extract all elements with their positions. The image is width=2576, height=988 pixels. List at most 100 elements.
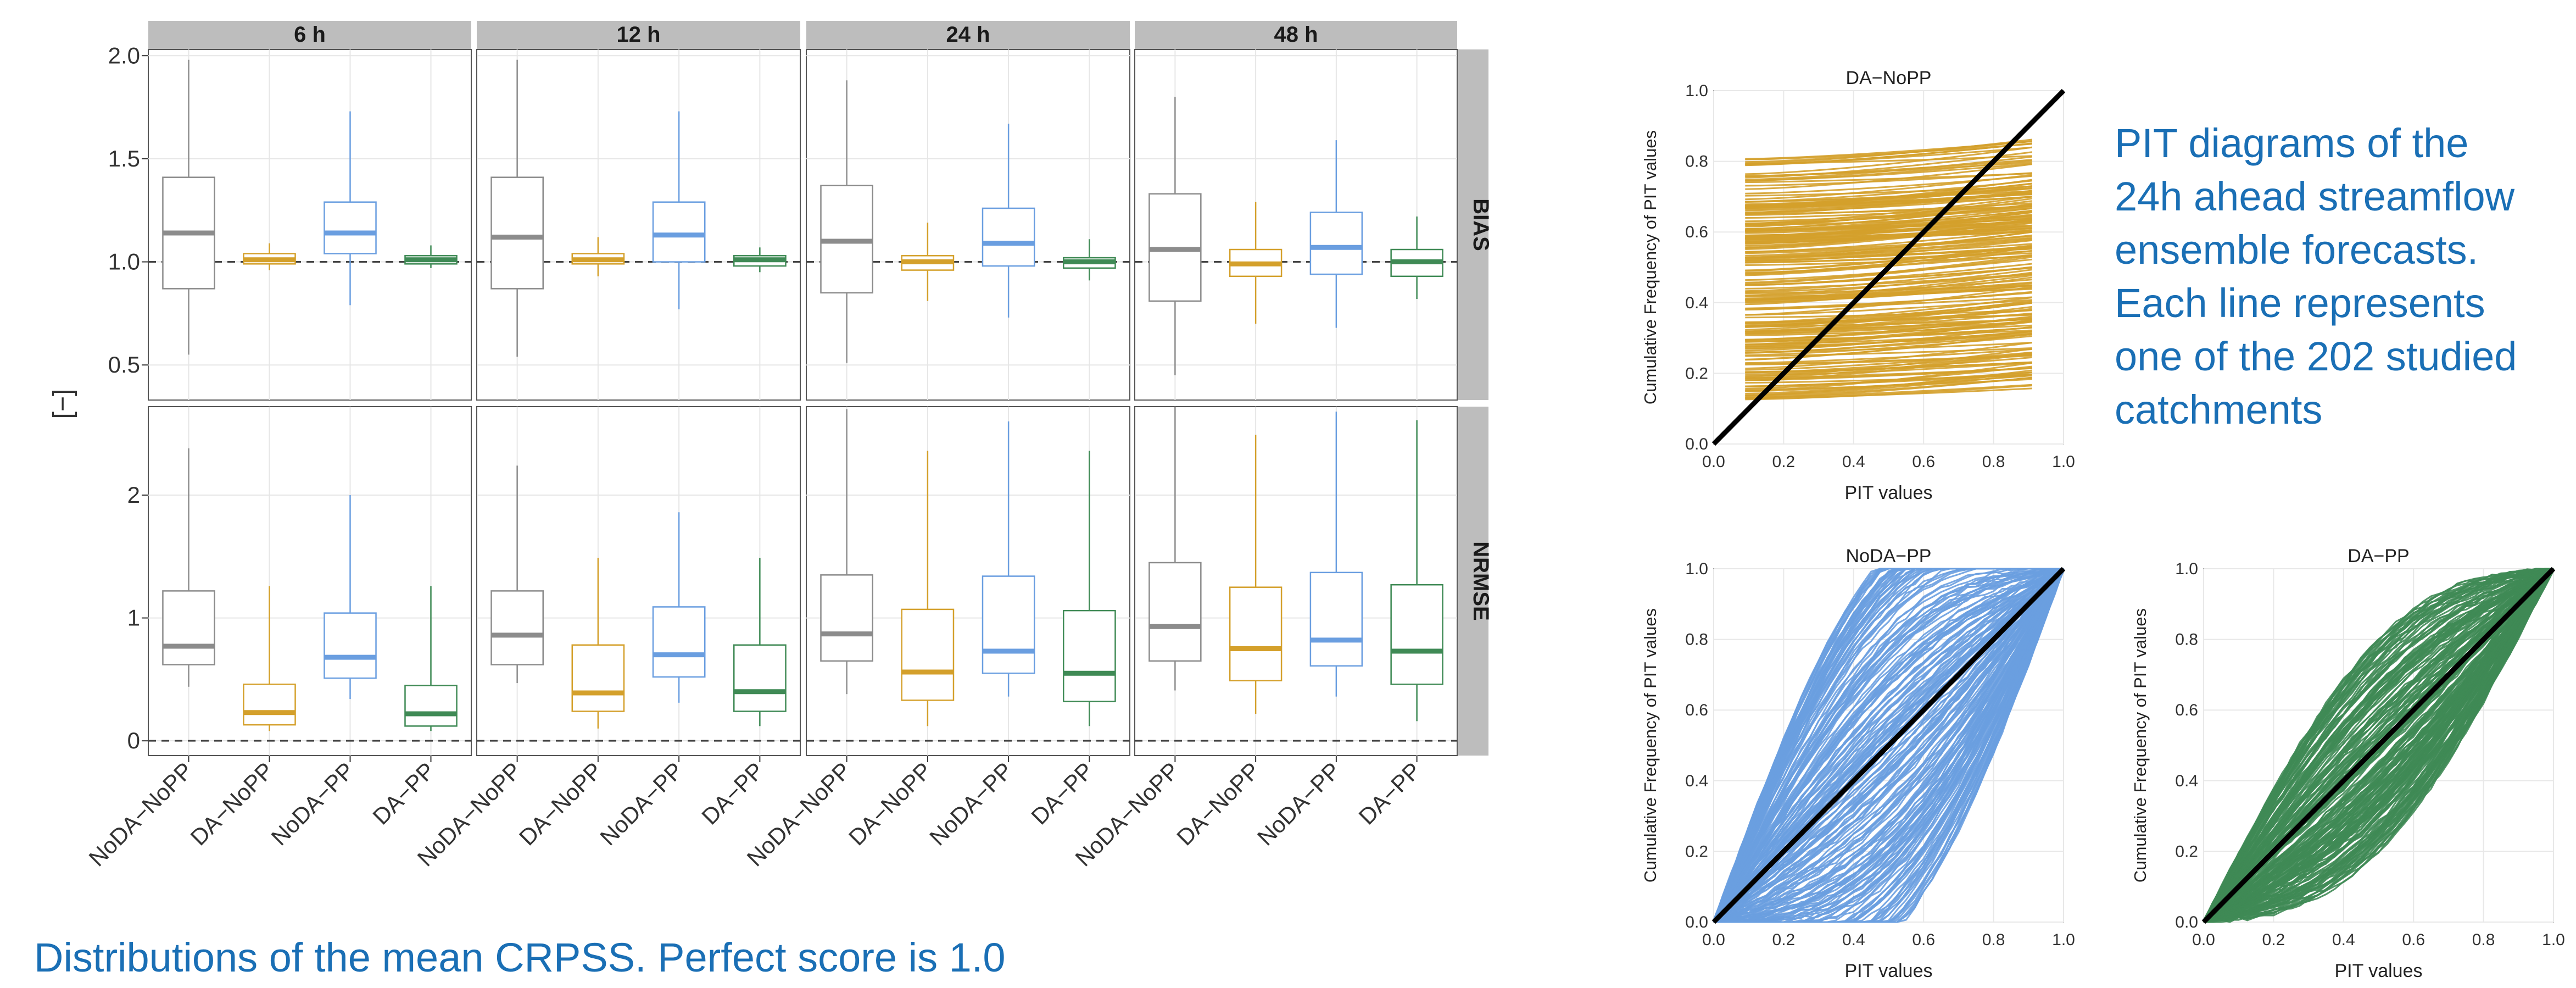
x-tick-label: DA−NoPP bbox=[514, 757, 607, 850]
pit-curve bbox=[1745, 205, 2032, 225]
pit-curve bbox=[2203, 570, 2554, 921]
pit-curve bbox=[2203, 570, 2555, 922]
box-iqr bbox=[982, 575, 1035, 674]
pit-curve bbox=[2203, 569, 2555, 923]
pit-curve bbox=[2203, 569, 2554, 923]
pit-curve bbox=[1745, 215, 2032, 226]
pit-x-tick-label: 1.0 bbox=[2052, 931, 2075, 949]
pit-curve bbox=[1713, 570, 2065, 923]
pit-curve bbox=[1745, 210, 2032, 240]
pit-y-tick-label: 0.8 bbox=[2175, 631, 2198, 649]
pit-curve bbox=[1713, 568, 2064, 922]
box-iqr bbox=[404, 685, 458, 727]
pit-x-tick-label: 0.6 bbox=[1912, 453, 1935, 471]
x-tick-label: DA−PP bbox=[1354, 757, 1426, 829]
pit-x-axis-title: PIT values bbox=[1844, 482, 1932, 503]
box-iqr bbox=[1390, 584, 1443, 685]
pit-y-tick-label: 0.4 bbox=[1685, 294, 1708, 312]
pit-caption-line: Each line represents bbox=[2115, 280, 2485, 326]
pit-curve bbox=[1713, 568, 2064, 923]
pit-curve bbox=[1745, 146, 2032, 175]
pit-curve bbox=[2203, 569, 2554, 923]
pit-curve bbox=[1745, 231, 2032, 242]
box-iqr bbox=[1229, 586, 1283, 681]
box-iqr bbox=[324, 201, 377, 254]
pit-y-tick-label: 0.0 bbox=[2175, 913, 2198, 931]
boxplot-caption: Distributions of the mean CRPSS. Perfect… bbox=[34, 935, 1006, 980]
pit-curve bbox=[1745, 284, 2032, 303]
pit-curves bbox=[1713, 568, 2065, 923]
pit-diagonal bbox=[1711, 88, 2066, 446]
pit-y-tick-label: 0.2 bbox=[2175, 842, 2198, 861]
pit-curve bbox=[1745, 292, 2032, 309]
pit-curve bbox=[2203, 568, 2554, 922]
y-axis-title: [−] bbox=[48, 389, 77, 419]
pit-y-tick-label: 0.2 bbox=[1685, 364, 1708, 382]
x-tick-label: DA−NoPP bbox=[1172, 757, 1264, 850]
pit-curve bbox=[1714, 568, 2065, 923]
pit-curve bbox=[1745, 143, 2032, 160]
pit-curve bbox=[1745, 320, 2032, 335]
facet-row-label: BIAS bbox=[1469, 198, 1493, 251]
x-tick-label: DA−NoPP bbox=[844, 757, 936, 850]
pit-curve bbox=[1745, 347, 2032, 357]
pit-curve bbox=[1713, 568, 2064, 923]
pit-curve bbox=[1713, 569, 2065, 923]
pit-x-tick-label: 0.6 bbox=[1912, 931, 1935, 949]
pit-curve bbox=[1713, 569, 2065, 923]
pit-x-tick-label: 0.8 bbox=[1982, 931, 2005, 949]
pit-curve bbox=[2203, 568, 2554, 923]
facet-strip-1 bbox=[477, 21, 800, 49]
pit-curve bbox=[1745, 384, 2032, 398]
pit-diagonal bbox=[1711, 567, 2066, 924]
pit-title: DA−PP bbox=[2348, 546, 2409, 567]
pit-curve bbox=[2203, 569, 2554, 922]
pit-curve bbox=[1745, 156, 2032, 181]
pit-curve bbox=[1745, 173, 2032, 184]
facet-strip-0 bbox=[148, 21, 471, 49]
pit-curve bbox=[2203, 568, 2555, 923]
pit-curve bbox=[1745, 222, 2032, 250]
box-iqr bbox=[243, 684, 296, 726]
box-iqr bbox=[982, 207, 1035, 267]
pit-curve bbox=[1745, 306, 2032, 332]
pit-curve bbox=[1745, 332, 2032, 361]
box-iqr bbox=[1309, 571, 1363, 667]
pit-x-tick-label: 1.0 bbox=[2542, 931, 2565, 949]
pit-curve bbox=[1745, 362, 2032, 377]
pit-x-axis-title: PIT values bbox=[2334, 961, 2422, 981]
pit-curve bbox=[1713, 568, 2065, 922]
box-iqr bbox=[571, 644, 625, 712]
pit-curve bbox=[1745, 196, 2032, 225]
pit-curve bbox=[1713, 568, 2065, 923]
box-iqr bbox=[820, 574, 873, 662]
facet-strip-label: 24 h bbox=[946, 23, 990, 47]
pit-curve bbox=[1745, 237, 2032, 259]
pit-curve bbox=[1713, 569, 2065, 923]
y-tick-label: 1.0 bbox=[108, 249, 140, 275]
box-iqr bbox=[162, 590, 215, 665]
box-iqr bbox=[490, 590, 544, 665]
pit-x-axis-title: PIT values bbox=[1844, 961, 1932, 981]
y-tick-label: 0 bbox=[127, 728, 140, 753]
pit-curve bbox=[1713, 569, 2064, 923]
pit-caption-line: ensemble forecasts. bbox=[2115, 227, 2479, 273]
pit-x-tick-label: 1.0 bbox=[2052, 453, 2075, 471]
pit-y-axis-title: Cumulative Frequency of PIT values bbox=[1641, 130, 1660, 404]
pit-y-tick-label: 0.6 bbox=[2175, 701, 2198, 719]
facet-strip-label: 6 h bbox=[294, 23, 326, 47]
facet-row-label: NRMSE bbox=[1469, 541, 1493, 620]
pit-curve bbox=[1745, 274, 2032, 302]
pit-y-tick-label: 0.8 bbox=[1685, 153, 1708, 171]
pit-curve bbox=[1745, 185, 2032, 197]
pit-curve bbox=[1745, 246, 2032, 262]
pit-curve bbox=[1745, 273, 2032, 290]
pit-diagonal bbox=[2201, 567, 2556, 924]
box-iqr bbox=[652, 606, 706, 678]
box-iqr bbox=[733, 644, 787, 712]
pit-y-tick-label: 0.6 bbox=[1685, 223, 1708, 241]
pit-curve bbox=[1745, 234, 2032, 257]
pit-curve bbox=[2203, 569, 2555, 923]
pit-curve bbox=[2203, 568, 2555, 922]
pit-caption-line: PIT diagrams of the bbox=[2115, 120, 2469, 166]
